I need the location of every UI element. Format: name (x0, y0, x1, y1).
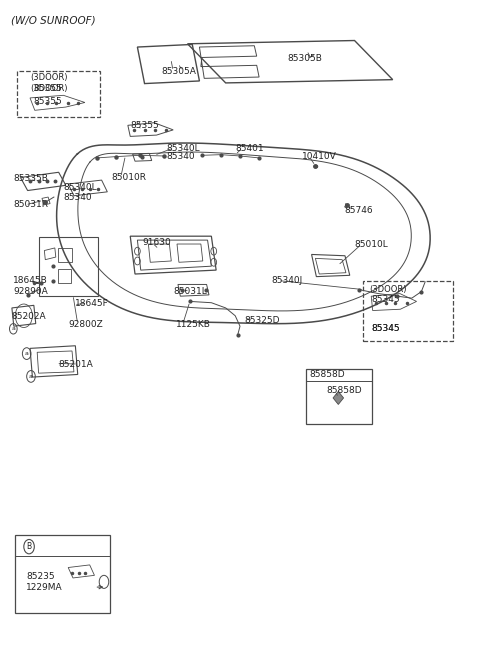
Text: B: B (26, 542, 32, 551)
Text: 85235: 85235 (26, 572, 55, 581)
Text: 1125KB: 1125KB (176, 320, 210, 329)
Bar (58, 269, 71, 283)
Bar (363, 280, 453, 341)
Text: 85305B: 85305B (288, 54, 323, 64)
Text: a: a (25, 351, 29, 356)
Text: 85201A: 85201A (59, 360, 94, 369)
Text: 85401: 85401 (235, 143, 264, 153)
Text: 85305A: 85305A (161, 67, 196, 77)
Bar (58, 248, 72, 262)
Text: 85858D: 85858D (309, 370, 345, 379)
Text: 18645B: 18645B (13, 276, 48, 285)
Text: 85340J: 85340J (271, 276, 302, 285)
Text: 92800Z: 92800Z (68, 320, 103, 329)
Text: a: a (29, 374, 33, 379)
Text: (3DOOR): (3DOOR) (30, 84, 68, 92)
Text: 91630: 91630 (142, 238, 171, 247)
Bar (15, 535, 110, 613)
Bar (17, 71, 100, 117)
Polygon shape (333, 392, 344, 404)
Text: 85325D: 85325D (245, 316, 280, 326)
Bar (306, 369, 372, 424)
Text: 85010L: 85010L (355, 240, 388, 248)
Text: (3DOOR): (3DOOR) (369, 285, 407, 294)
Text: 85355: 85355 (34, 97, 62, 105)
Text: 85858D: 85858D (326, 386, 361, 395)
Text: 92890A: 92890A (13, 287, 48, 296)
Text: 85340L: 85340L (166, 143, 200, 153)
Text: 85746: 85746 (344, 206, 372, 215)
Text: a: a (12, 326, 15, 331)
Text: 18645F: 18645F (75, 299, 109, 308)
Text: 10410V: 10410V (302, 152, 337, 161)
Text: 85335B: 85335B (13, 174, 48, 183)
Text: (W/O SUNROOF): (W/O SUNROOF) (11, 16, 96, 26)
Text: (3DOOR): (3DOOR) (30, 73, 68, 82)
Text: 85340L: 85340L (63, 183, 97, 193)
Text: 85340: 85340 (63, 193, 92, 202)
Text: 85010R: 85010R (111, 173, 146, 182)
Text: 85031R: 85031R (13, 200, 48, 210)
Text: 85355: 85355 (34, 84, 62, 93)
Text: 1229MA: 1229MA (26, 582, 63, 591)
Text: 85345: 85345 (371, 324, 400, 333)
Bar (38, 238, 98, 296)
Text: 85340: 85340 (166, 152, 195, 161)
Text: 85345: 85345 (371, 295, 400, 304)
Text: 85202A: 85202A (11, 312, 46, 321)
Text: 85355: 85355 (130, 121, 159, 130)
Text: 85345: 85345 (371, 324, 400, 333)
Text: 85031L: 85031L (173, 287, 207, 296)
